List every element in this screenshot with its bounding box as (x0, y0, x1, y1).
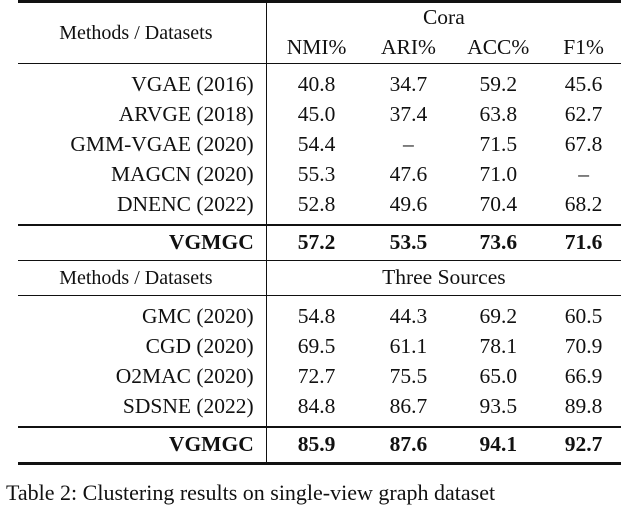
cell-value: 65.0 (479, 364, 518, 389)
table-row: GMM-VGAE (2020) 54.4 – 71.5 67.8 (18, 130, 621, 160)
cell-value: 93.5 (479, 394, 518, 419)
results-table-container: Methods / Datasets Cora NMI% ARI% ACC% F… (18, 0, 621, 465)
method-name: O2MAC (2020) (18, 362, 267, 392)
cell-value: 55.3 (297, 162, 336, 187)
cell-value: 47.6 (389, 162, 428, 187)
cell-value: 75.5 (389, 364, 428, 389)
cell-value: 44.3 (389, 304, 428, 329)
method-name: CGD (2020) (18, 332, 267, 362)
table-row: VGAE (2016) 40.8 34.7 59.2 45.6 (18, 70, 621, 100)
table-row-ours-cora: VGMGC 57.2 53.5 73.6 71.6 (18, 224, 621, 261)
cell-value: 45.6 (564, 72, 603, 97)
methods-header: Methods / Datasets (18, 260, 267, 296)
dataset-header-three-sources: Three Sources (266, 260, 621, 296)
cell-value: 63.8 (479, 102, 518, 127)
spacer (18, 220, 621, 225)
methods-header: Methods / Datasets (18, 0, 267, 64)
method-name: GMC (2020) (18, 302, 267, 332)
cell-value: 71.5 (479, 132, 518, 157)
cell-value: 54.4 (297, 132, 336, 157)
table-row: ARVGE (2018) 45.0 37.4 63.8 62.7 (18, 100, 621, 130)
cell-value: – (578, 162, 589, 187)
cell-value: 66.9 (564, 364, 603, 389)
table-row: CGD (2020) 69.5 61.1 78.1 70.9 (18, 332, 621, 362)
results-table: Methods / Datasets Cora NMI% ARI% ACC% F… (18, 0, 621, 465)
table-row: DNENC (2022) 52.8 49.6 70.4 68.2 (18, 190, 621, 220)
cell-value: 34.7 (389, 72, 428, 97)
cell-value: 69.2 (479, 304, 518, 329)
column-header-ari: ARI% (380, 35, 436, 60)
cell-value: 40.8 (297, 72, 336, 97)
dataset-header-cora: Cora (266, 0, 621, 33)
cell-value: 60.5 (564, 304, 603, 329)
cell-value-bold: 92.7 (546, 426, 621, 465)
method-name-ours: VGMGC (18, 224, 267, 261)
cell-value: 45.0 (297, 102, 336, 127)
method-name: SDSNE (2022) (18, 392, 267, 422)
cell-value: – (403, 132, 414, 157)
cell-value-bold: 71.6 (546, 224, 621, 261)
table-row-ours-three-sources: VGMGC 85.9 87.6 94.1 92.7 (18, 426, 621, 465)
cell-value-bold: 94.1 (450, 426, 547, 465)
table-row: MAGCN (2020) 55.3 47.6 71.0 – (18, 160, 621, 190)
cell-value: 86.7 (389, 394, 428, 419)
cell-value: 71.0 (479, 162, 518, 187)
method-name: VGAE (2016) (18, 70, 267, 100)
column-header-f1: F1% (563, 35, 604, 60)
cell-value: 72.7 (297, 364, 336, 389)
cell-value: 61.1 (389, 334, 428, 359)
cell-value-bold: 53.5 (366, 224, 451, 261)
cell-value: 70.9 (564, 334, 603, 359)
table-row: O2MAC (2020) 72.7 75.5 65.0 66.9 (18, 362, 621, 392)
cell-value: 84.8 (297, 394, 336, 419)
cell-value: 59.2 (479, 72, 518, 97)
cell-value: 70.4 (479, 192, 518, 217)
cell-value: 69.5 (297, 334, 336, 359)
cell-value: 68.2 (564, 192, 603, 217)
column-header-acc: ACC% (467, 35, 530, 60)
cell-value: 67.8 (564, 132, 603, 157)
spacer (18, 63, 621, 70)
cell-value: 62.7 (564, 102, 603, 127)
spacer (18, 422, 621, 427)
cora-header-row-2: NMI% ARI% ACC% F1% (18, 33, 621, 64)
cell-value: 89.8 (564, 394, 603, 419)
method-name: ARVGE (2018) (18, 100, 267, 130)
table-row: GMC (2020) 54.8 44.3 69.2 60.5 (18, 302, 621, 332)
cora-header-row-1: Methods / Datasets Cora (18, 0, 621, 64)
cell-value-bold: 85.9 (266, 426, 367, 465)
spacer (18, 295, 621, 302)
method-name: GMM-VGAE (2020) (18, 130, 267, 160)
column-header-nmi: NMI% (286, 35, 347, 60)
table-row: SDSNE (2022) 84.8 86.7 93.5 89.8 (18, 392, 621, 422)
method-name-ours: VGMGC (18, 426, 267, 465)
cell-value: 78.1 (479, 334, 518, 359)
table-caption: Table 2: Clustering results on single-vi… (6, 480, 496, 505)
cell-value: 37.4 (389, 102, 428, 127)
method-name: DNENC (2022) (18, 190, 267, 220)
cell-value: 49.6 (389, 192, 428, 217)
cell-value-bold: 57.2 (266, 224, 367, 261)
three-sources-header-row: Methods / Datasets Three Sources (18, 260, 621, 296)
cell-value: 54.8 (297, 304, 336, 329)
method-name: MAGCN (2020) (18, 160, 267, 190)
cell-value: 52.8 (297, 192, 336, 217)
cell-value-bold: 87.6 (366, 426, 451, 465)
cell-value-bold: 73.6 (450, 224, 547, 261)
